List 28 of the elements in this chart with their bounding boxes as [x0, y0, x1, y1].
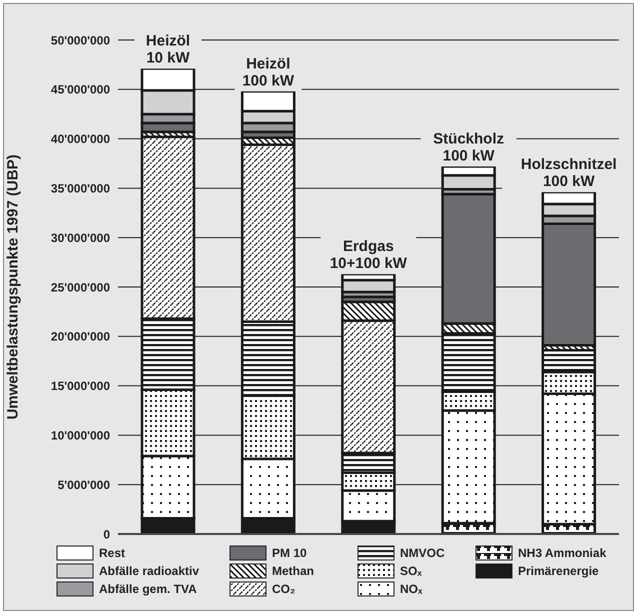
- y-tick-label: 50'000'000: [50, 33, 110, 48]
- legend-label: SOₓ: [400, 564, 422, 578]
- x-tick-label: Erdgas 10+100 kW: [330, 238, 408, 272]
- y-tick-label: 35'000'000: [50, 181, 110, 196]
- y-tick-label: 10'000'000: [50, 428, 110, 442]
- y-tick-label: 25'000'000: [50, 280, 110, 294]
- x-tick-label: Heizöl 10 kW: [146, 32, 191, 67]
- legend-label: Methan: [272, 564, 314, 578]
- y-tick-label: 20'000'000: [50, 330, 110, 344]
- legend-label: Abfälle gem. TVA: [99, 582, 197, 596]
- legend-label: NMVOC: [400, 546, 445, 560]
- legend-label: Abfälle radioaktiv: [99, 564, 200, 578]
- y-axis-title: Umweltbelastungspunkte 1997 (UBP): [4, 154, 22, 420]
- y-tick-label: 5'000'000: [58, 478, 110, 492]
- y-tick-label: 15'000'000: [50, 379, 110, 394]
- x-tick-label: Holzschnitzel 100 kW: [520, 156, 617, 190]
- legend-label: NH3 Ammoniak: [518, 546, 606, 560]
- x-tick-label: Stückholz 100 kW: [433, 130, 504, 164]
- legend-label: CO₂: [272, 582, 296, 596]
- y-tick-label: 45'000'000: [50, 82, 110, 97]
- x-tick-label: Heizöl 100 kW: [242, 55, 295, 90]
- legend-label: NOₓ: [400, 582, 422, 596]
- y-tick-label: 30'000'000: [50, 230, 110, 245]
- y-tick-label: 40'000'000: [50, 132, 110, 146]
- legend-label: Primärenergie: [518, 564, 599, 578]
- legend-label: Rest: [99, 546, 126, 560]
- legend-label: PM 10: [272, 546, 307, 560]
- y-tick-label: 0: [103, 527, 110, 542]
